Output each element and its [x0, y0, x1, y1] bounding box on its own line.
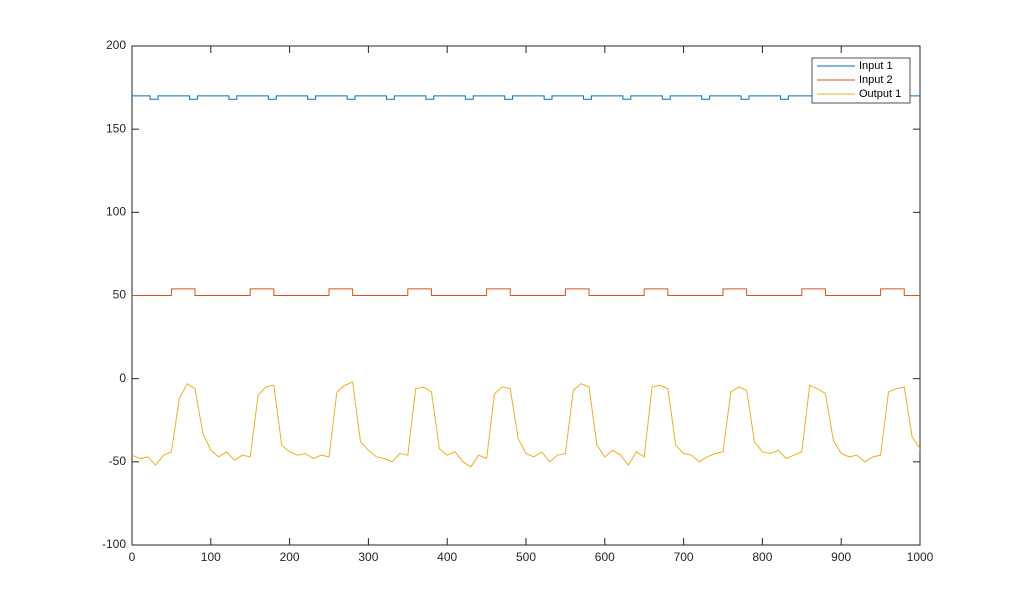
y-tick-label: -100: [102, 537, 126, 551]
y-tick-label: 150: [106, 121, 126, 135]
x-tick-label: 900: [831, 550, 851, 564]
x-tick-label: 1000: [907, 550, 934, 564]
x-tick-label: 600: [595, 550, 615, 564]
series-line: [132, 288, 920, 296]
y-tick-label: 50: [113, 288, 127, 302]
series-line: [132, 95, 920, 100]
y-tick-label: 200: [106, 38, 126, 52]
x-tick-label: 100: [201, 550, 221, 564]
series-line: [131, 381, 921, 468]
y-tick-label: 100: [106, 205, 126, 219]
x-tick-label: 300: [358, 550, 378, 564]
x-tick-label: 700: [674, 550, 694, 564]
x-tick-label: 0: [129, 550, 136, 564]
legend: Input 1 Input 2 Output 1: [811, 57, 911, 104]
y-tick-label: 0: [119, 371, 126, 385]
x-tick-label: 200: [280, 550, 300, 564]
legend-label: Input 2: [859, 74, 893, 86]
x-tick-label: 400: [437, 550, 457, 564]
legend-label: Output 1: [859, 88, 901, 100]
x-tick-label: 800: [752, 550, 772, 564]
x-tick-label: 500: [516, 550, 536, 564]
y-tick-label: -50: [109, 454, 127, 468]
legend-label: Input 1: [859, 60, 893, 72]
